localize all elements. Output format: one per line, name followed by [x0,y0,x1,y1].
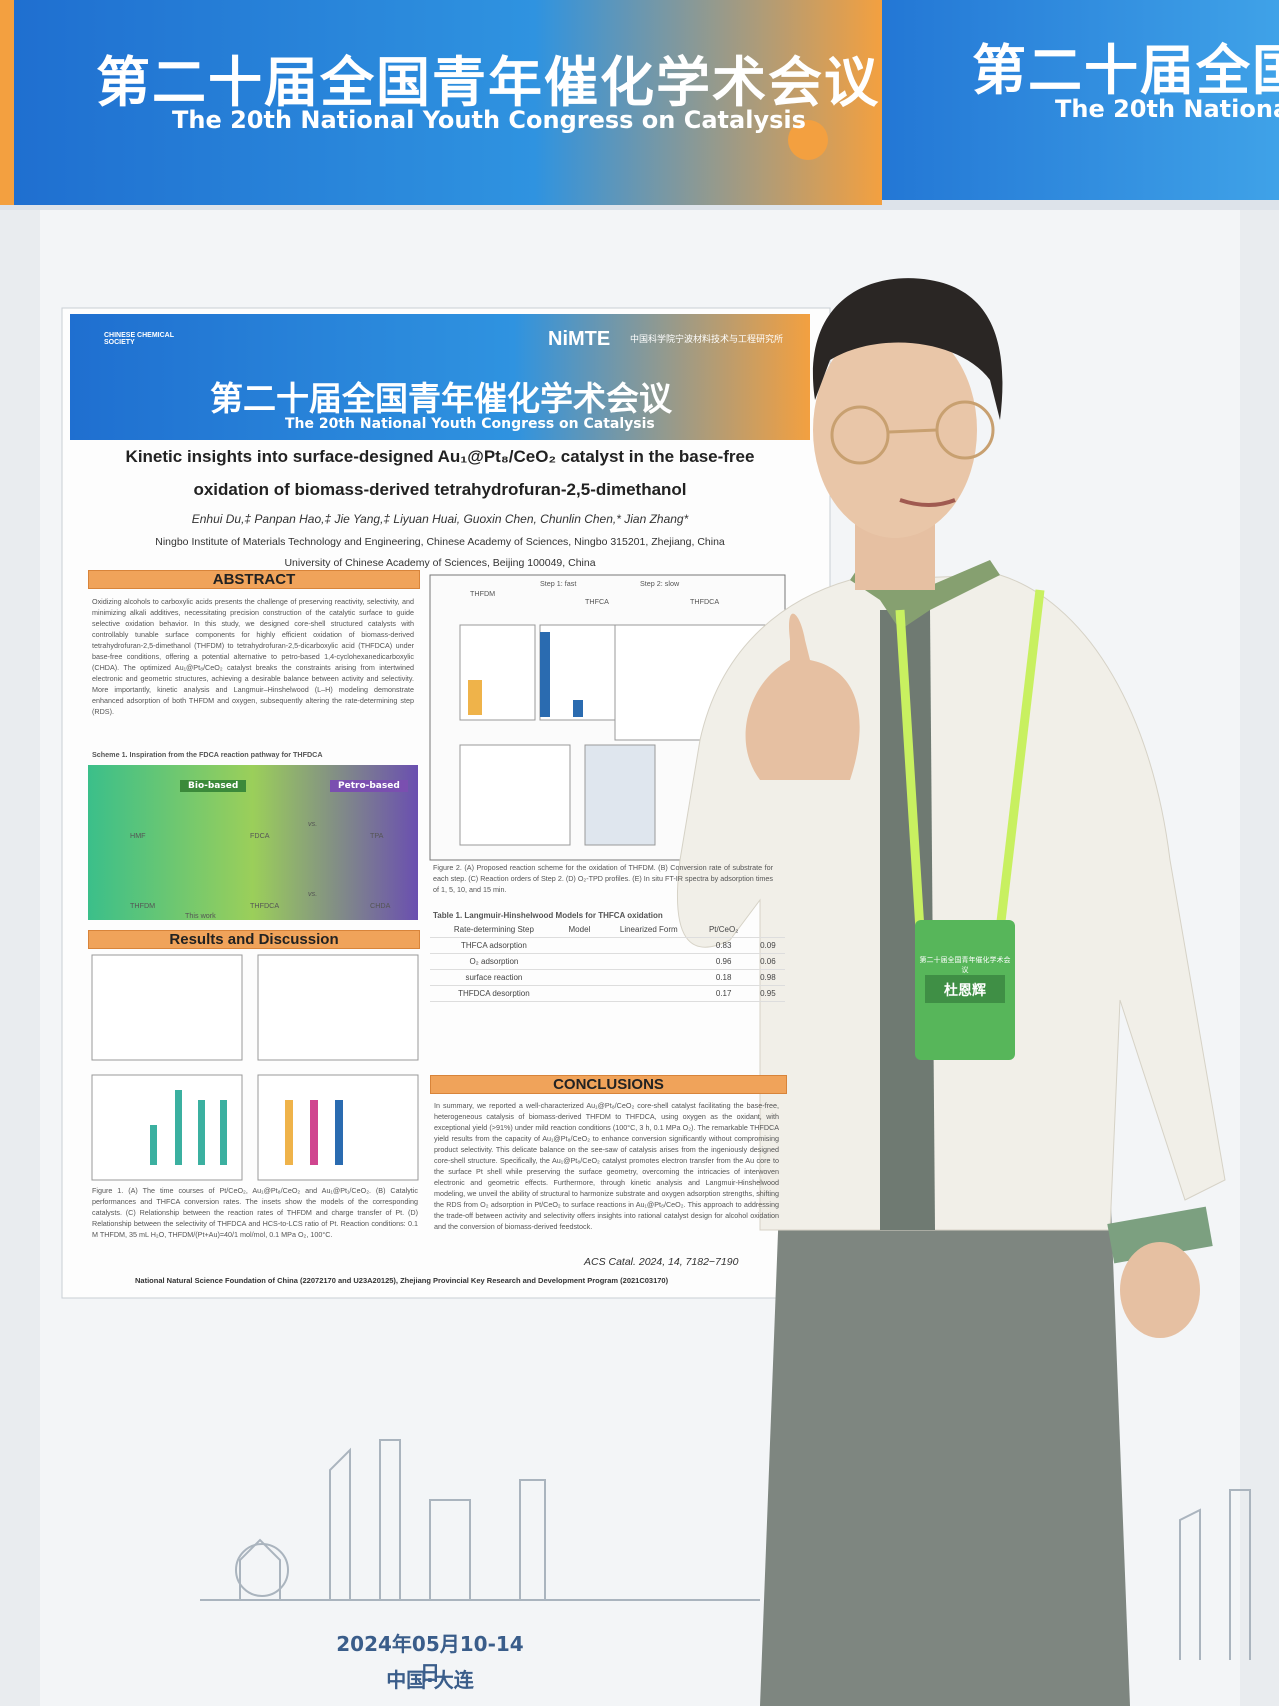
table-cell: 0.98 [750,969,785,986]
scheme-item: THFDM [130,901,156,910]
poster-title-en: The 20th National Youth Congress on Cata… [285,416,655,432]
badge-event: 第二十届全国青年催化学术会议 [919,956,1011,974]
table-cell: 0.18 [696,969,751,986]
banner-edge [0,0,14,205]
scheme-item: vs. [308,819,318,828]
fig2-bar [573,700,583,717]
table-header: Model [557,922,602,938]
affiliation: Ningbo Institute of Materials Technology… [155,536,725,548]
paper-title: Kinetic insights into surface-designed A… [125,447,755,466]
scheme-item: HMF [130,831,146,840]
fig2-bar [468,680,482,715]
table-cell: O₂ adsorption [430,953,558,970]
conclusions: In summary, we reported a well-character… [434,1101,779,1231]
step: THFDM [470,589,496,598]
figure-2-caption: Figure 2. (A) Proposed reaction scheme f… [433,863,773,894]
section-heading: CONCLUSIONS [430,1075,787,1094]
scheme-item: This work [185,911,216,920]
org: NiMTE [548,328,611,350]
scheme-item: FDCA [250,831,270,840]
figure-1-caption: Figure 1. (A) The time courses of Pt/CeO… [92,1186,418,1239]
table-cell: THFCA adsorption [430,937,558,954]
scheme-item: TPA [370,831,384,840]
affiliation: University of Chinese Academy of Science… [284,557,596,569]
step: THFDCA [690,597,720,606]
skyline [200,1439,1251,1660]
society: CHINESE CHEMICAL SOCIETY [104,332,174,346]
section-heading: ABSTRACT [88,570,420,589]
banner [14,0,882,205]
place: 中国·大连 [386,1668,474,1692]
fig2-panel [584,744,656,846]
funding: National Natural Science Foundation of C… [135,1276,669,1285]
table-cell: 0.83 [696,937,751,954]
table-header [750,922,785,938]
scheme-item: vs. [308,889,318,898]
banner-title-en: The 20th National Youth Congress on Cata… [172,106,806,134]
org-cn: 中国科学院宁波材料技术与工程研究所 [630,335,784,345]
table-cell: 0.17 [696,985,751,1002]
abstract: Oxidizing alcohols to carboxylic acids p… [92,597,414,716]
fig1-panel [91,1074,243,1181]
paper-title: oxidation of biomass-derived tetrahydrof… [193,480,687,499]
banner-2-title-en: The 20th National Youth Congress on Cata… [1055,95,1279,123]
table-cell: 0.95 [750,985,785,1002]
step: THFCA [585,597,609,606]
table-cell: 0.09 [750,937,785,954]
table-cell: surface reaction [430,969,558,986]
poster-header [70,314,810,440]
date: 2024年05月10-14日 [336,1632,524,1685]
citation: ACS Catal. 2024, 14, 7182−7190 [584,1256,739,1268]
authors: Enhui Du,‡ Panpan Hao,‡ Jie Yang,‡ Liyua… [191,512,689,526]
fig2-bar [540,632,550,717]
section-heading: Results and Discussion [88,930,420,949]
fig2-panel [459,744,571,846]
step: Step 1: fast [540,579,577,588]
person [676,278,1226,1706]
table-header: Pt/CeO₂ [696,922,751,938]
fig1-panel [91,954,243,1061]
table: Rate-determining Step Model Linearized F… [430,922,785,1002]
badge-name: 杜恩辉 [944,983,986,999]
poster-title-cn: 第二十届全国青年催化学术会议 [210,379,672,418]
table-header: Rate-determining Step [430,922,558,938]
table-cell: THFDCA desorption [430,985,558,1002]
banner-title-cn: 第二十届全国青年催化学术会议 [96,51,880,114]
table-header: Linearized Form [601,922,697,938]
scheme-item: CHDA [370,901,391,910]
banner-2 [882,0,1279,200]
table-cell: 0.96 [696,953,751,970]
scheme-caption: Scheme 1. Inspiration from the FDCA reac… [92,750,323,759]
table-caption: Table 1. Langmuir-Hinshelwood Models for… [433,911,663,920]
scheme-label: Petro-based [330,780,408,792]
table-cell: 0.06 [750,953,785,970]
fig1-panel [257,954,419,1061]
step: Step 2: slow [640,579,680,588]
banner-dot [788,120,828,160]
scheme-item: THFDCA [250,901,280,910]
scheme-label: Bio-based [180,780,247,792]
banner-2-title-cn: 第二十届全国青年催化学术会议 [972,39,1279,102]
fig1-bars [150,1090,343,1165]
